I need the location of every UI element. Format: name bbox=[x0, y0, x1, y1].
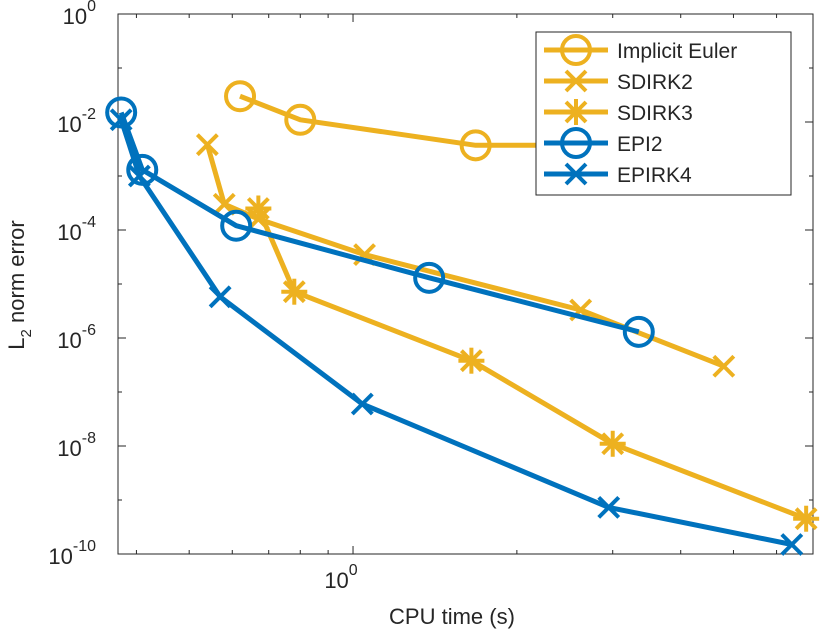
data-point bbox=[245, 195, 272, 222]
data-point-stroke bbox=[109, 108, 133, 132]
legend-entry: SDIRK2 bbox=[544, 69, 693, 94]
legend-label: Implicit Euler bbox=[617, 40, 737, 63]
data-point-stroke bbox=[208, 285, 232, 309]
y-tick-label-exponent: -4 bbox=[82, 214, 96, 231]
x-axis-label: CPU time (s) bbox=[389, 604, 515, 629]
data-point bbox=[224, 80, 257, 113]
legend-marker bbox=[564, 162, 588, 186]
series-epirk4 bbox=[109, 108, 804, 556]
data-point bbox=[127, 164, 151, 188]
series-line bbox=[118, 111, 640, 335]
legend-entry: Implicit Euler bbox=[544, 34, 737, 66]
y-tick-label: 10-2 bbox=[57, 106, 96, 137]
data-point-stroke bbox=[127, 164, 151, 188]
data-point bbox=[780, 533, 804, 556]
legend-label: SDIRK3 bbox=[617, 102, 693, 125]
x-tick-label-exponent: 0 bbox=[349, 562, 358, 579]
legend-entry: EPIRK4 bbox=[544, 162, 692, 187]
legend-entry: SDIRK3 bbox=[544, 99, 693, 125]
y-tick-label: 10-10 bbox=[48, 538, 96, 569]
x-tick-label-base: 10 bbox=[324, 568, 348, 593]
data-point bbox=[281, 278, 308, 305]
y-tick-label-exponent: -6 bbox=[82, 322, 96, 339]
legend-label: SDIRK2 bbox=[617, 71, 693, 94]
data-point bbox=[284, 103, 317, 136]
data-point-stroke bbox=[195, 133, 219, 157]
legend-marker bbox=[560, 34, 592, 66]
legend-marker bbox=[560, 127, 592, 159]
data-point-stroke bbox=[597, 495, 621, 519]
data-point-stroke bbox=[353, 243, 376, 267]
data-point bbox=[413, 261, 446, 294]
legend-label: EPIRK4 bbox=[617, 164, 692, 187]
data-point bbox=[195, 133, 219, 157]
legend: Implicit Euler SDIRK2 SDIRK3 EPI2 EPIRK4 bbox=[535, 31, 792, 196]
y-axis-label: L2 norm error bbox=[4, 220, 35, 349]
y-tick-label-exponent: -8 bbox=[82, 430, 96, 447]
data-point-stroke bbox=[212, 192, 236, 216]
legend-entry: EPI2 bbox=[544, 127, 663, 159]
y-tick-label-base: 10 bbox=[63, 4, 87, 29]
y-tick-label-base: 10 bbox=[57, 328, 81, 353]
data-point bbox=[109, 108, 133, 132]
series-layer bbox=[105, 80, 820, 556]
legend-marker-stroke bbox=[564, 162, 588, 186]
series-implicit-euler bbox=[224, 80, 586, 162]
data-point-stroke bbox=[712, 354, 736, 378]
data-point-stroke bbox=[780, 533, 804, 556]
y-tick-label-base: 10 bbox=[57, 220, 81, 245]
axes-frame-layer bbox=[117, 13, 814, 555]
y-tick-label-base: 10 bbox=[57, 112, 81, 137]
series-sdirk3 bbox=[245, 195, 820, 532]
y-tick-label: 10-8 bbox=[57, 430, 96, 461]
data-point bbox=[622, 315, 655, 348]
data-point bbox=[793, 505, 820, 532]
data-point bbox=[350, 392, 374, 416]
y-tick-label-exponent: -10 bbox=[73, 538, 96, 555]
data-point bbox=[208, 285, 232, 309]
y-tick-label: 10-4 bbox=[57, 214, 96, 245]
y-axis-label-base: L bbox=[4, 337, 29, 349]
y-tick-label-exponent: 0 bbox=[87, 0, 96, 15]
y-tick-label-exponent: -2 bbox=[82, 106, 96, 123]
legend-label: EPI2 bbox=[617, 133, 663, 156]
data-point bbox=[458, 347, 485, 374]
legend-marker-stroke bbox=[564, 69, 588, 93]
x-tick-label: 100 bbox=[324, 562, 357, 593]
legend-marker bbox=[563, 99, 589, 125]
y-axis-label-rest: norm error bbox=[4, 220, 29, 329]
y-tick-label-base: 10 bbox=[48, 544, 72, 569]
y-tick-label-base: 10 bbox=[57, 436, 81, 461]
series-line bbox=[239, 93, 570, 148]
series-line bbox=[118, 119, 793, 547]
data-point bbox=[712, 354, 736, 378]
data-point bbox=[459, 129, 492, 162]
data-point-stroke bbox=[350, 392, 374, 416]
legend-items: Implicit Euler SDIRK2 SDIRK3 EPI2 EPIRK4 bbox=[544, 34, 737, 187]
y-tick-label: 100 bbox=[63, 0, 96, 29]
data-point bbox=[220, 209, 253, 242]
series-line bbox=[204, 144, 725, 369]
y-tick-label: 10-6 bbox=[57, 322, 96, 353]
data-point bbox=[599, 430, 626, 457]
data-point bbox=[597, 495, 621, 519]
legend-marker bbox=[564, 69, 588, 93]
y-axis-label-subscript: 2 bbox=[18, 329, 35, 337]
